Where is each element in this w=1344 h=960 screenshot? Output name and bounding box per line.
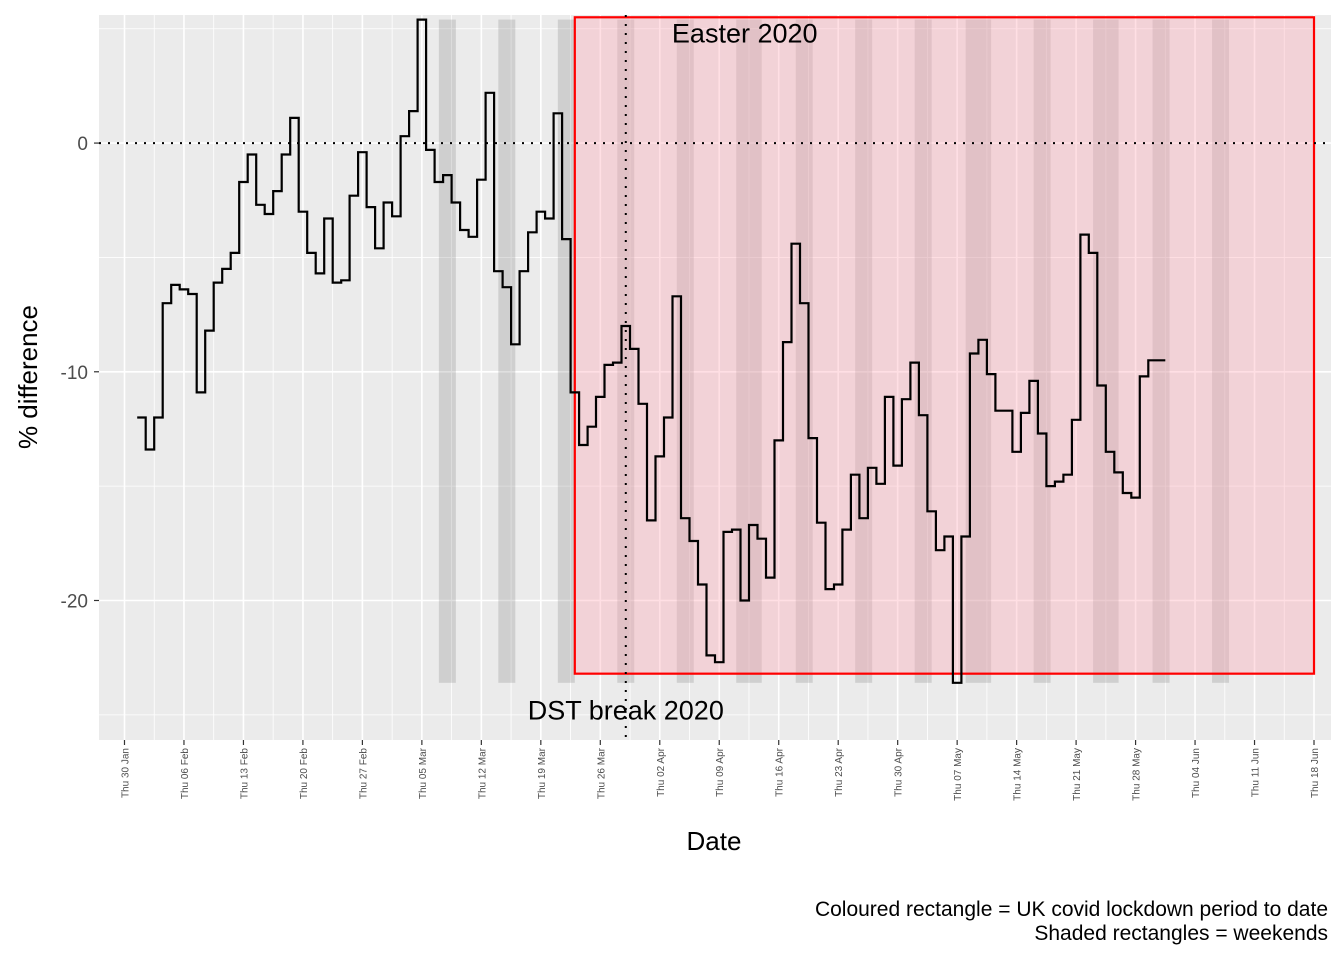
- caption-line-2: Shaded rectangles = weekends: [1034, 922, 1328, 945]
- caption-line-1: Coloured rectangle = UK covid lockdown p…: [815, 898, 1328, 921]
- weekend-band: [1033, 19, 1051, 683]
- weekend-band: [498, 19, 516, 683]
- x-tick-label: Thu 06 Feb: [180, 748, 191, 800]
- weekend-band: [1212, 19, 1230, 683]
- x-tick-label: Thu 20 Feb: [299, 748, 310, 800]
- x-tick-label: Thu 21 May: [1072, 748, 1083, 801]
- x-tick-label: Thu 13 Feb: [239, 748, 250, 800]
- lockdown-rect: [573, 16, 1316, 675]
- y-tick-label: -10: [61, 363, 88, 384]
- x-tick-label: Thu 23 Apr: [834, 747, 845, 797]
- annotations: Easter 2020 DST break 2020: [528, 18, 818, 725]
- x-tick-label: Thu 27 Feb: [358, 748, 369, 800]
- annotation-easter: Easter 2020: [672, 18, 818, 48]
- y-tick-label: -20: [61, 591, 88, 612]
- x-tick-label: Thu 28 May: [1132, 748, 1143, 801]
- x-axis: Thu 30 Jan Thu 06 Feb Thu 13 Feb Thu 20 Feb…: [120, 740, 1321, 801]
- y-tick-label: 0: [77, 134, 88, 155]
- x-tick-label: Thu 30 Jan: [120, 748, 131, 798]
- weekend-band: [914, 19, 932, 683]
- x-tick-label: Thu 26 Mar: [596, 747, 607, 799]
- y-axis-title: % difference: [13, 305, 43, 449]
- series-step-line: [137, 18, 1166, 684]
- x-axis-title: Date: [687, 826, 742, 856]
- annotation-dst: DST break 2020: [528, 695, 724, 725]
- grid-lines: [99, 15, 1331, 740]
- x-tick-label: Thu 07 May: [953, 748, 964, 801]
- x-tick-label: Thu 11 Jun: [1251, 748, 1262, 797]
- plot-panel: [99, 15, 1331, 740]
- x-tick-label: Thu 04 Jun: [1191, 748, 1202, 798]
- x-tick-label: Thu 16 Apr: [775, 747, 786, 797]
- x-tick-label: Thu 12 Mar: [477, 747, 488, 799]
- weekend-band: [1152, 19, 1170, 683]
- y-axis: 0 -10 -20: [61, 134, 99, 612]
- weekend-band: [617, 19, 635, 683]
- lockdown-rectangle: [573, 16, 1316, 675]
- series: [137, 18, 1166, 684]
- x-tick-label: Thu 09 Apr: [715, 747, 726, 797]
- x-tick-label: Thu 19 Mar: [537, 747, 548, 799]
- x-tick-label: Thu 05 Mar: [418, 747, 429, 799]
- weekend-band: [557, 19, 575, 683]
- x-tick-label: Thu 14 May: [1013, 748, 1024, 801]
- x-tick-label: Thu 02 Apr: [656, 747, 667, 797]
- weekend-band: [795, 19, 813, 683]
- x-tick-label: Thu 18 Jun: [1310, 748, 1321, 798]
- weekend-band: [438, 19, 456, 683]
- reference-lines: [99, 15, 1331, 740]
- x-tick-label: Thu 30 Apr: [894, 747, 905, 797]
